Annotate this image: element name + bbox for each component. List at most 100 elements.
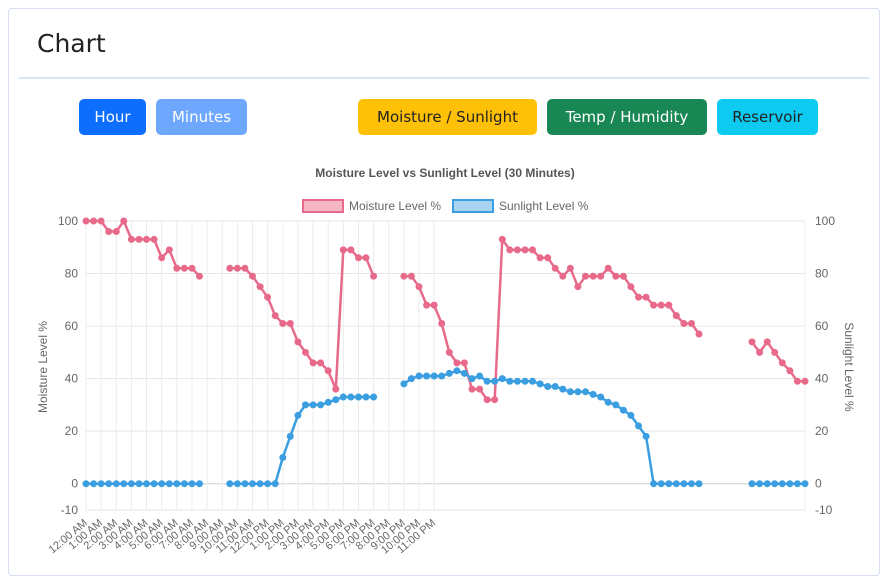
data-point bbox=[180, 264, 188, 272]
data-point bbox=[226, 264, 234, 272]
series-sunlight bbox=[82, 367, 809, 488]
data-point bbox=[120, 480, 128, 488]
data-point bbox=[513, 377, 521, 385]
y-tick-label-right: 40 bbox=[815, 372, 829, 386]
data-point bbox=[680, 320, 688, 327]
series-moisture bbox=[82, 217, 809, 404]
minutes-button[interactable]: Minutes bbox=[156, 99, 247, 135]
data-point bbox=[498, 235, 506, 243]
data-point bbox=[612, 401, 620, 409]
moisture-sunlight-button[interactable]: Moisture / Sunlight bbox=[358, 99, 537, 135]
data-point bbox=[650, 301, 658, 309]
data-point bbox=[468, 375, 476, 383]
data-point bbox=[286, 320, 294, 327]
data-point bbox=[460, 369, 468, 377]
data-point bbox=[453, 359, 461, 367]
data-point bbox=[271, 312, 279, 320]
y-tick-label-right: 60 bbox=[815, 319, 829, 333]
data-point bbox=[536, 254, 544, 262]
data-point bbox=[188, 264, 196, 272]
data-point bbox=[309, 401, 317, 409]
data-point bbox=[438, 372, 446, 380]
data-point bbox=[498, 375, 506, 383]
data-point bbox=[559, 272, 567, 280]
data-point bbox=[551, 264, 559, 272]
y-tick-label-left: 80 bbox=[65, 267, 79, 281]
chart-title: Moisture Level vs Sunlight Level (30 Min… bbox=[315, 166, 574, 180]
grid bbox=[85, 220, 806, 511]
data-point bbox=[491, 377, 499, 385]
data-point bbox=[506, 246, 514, 254]
data-point bbox=[423, 372, 431, 380]
data-point bbox=[453, 367, 461, 375]
data-point bbox=[582, 388, 589, 396]
series-line bbox=[403, 238, 701, 401]
y-tick-label-left: 40 bbox=[65, 372, 79, 386]
data-point bbox=[566, 388, 574, 396]
data-point bbox=[574, 283, 582, 291]
data-point bbox=[400, 380, 408, 388]
data-point bbox=[657, 301, 665, 309]
data-point bbox=[513, 246, 521, 254]
data-point bbox=[355, 393, 362, 401]
data-point bbox=[339, 393, 347, 401]
data-point bbox=[657, 480, 665, 488]
data-point bbox=[158, 254, 166, 262]
data-point bbox=[415, 372, 423, 380]
data-point bbox=[188, 480, 196, 488]
data-point bbox=[279, 454, 287, 461]
data-point bbox=[483, 377, 491, 385]
data-point bbox=[604, 264, 612, 272]
data-point bbox=[370, 272, 378, 280]
data-point bbox=[665, 301, 673, 309]
data-point bbox=[256, 283, 264, 291]
data-point bbox=[619, 406, 627, 414]
data-point bbox=[476, 385, 484, 393]
hour-button[interactable]: Hour bbox=[79, 99, 146, 135]
data-point bbox=[279, 320, 287, 327]
data-point bbox=[90, 217, 98, 225]
data-point bbox=[801, 377, 809, 385]
data-point bbox=[362, 393, 370, 401]
data-point bbox=[302, 401, 309, 409]
series-line bbox=[86, 219, 201, 278]
data-point bbox=[127, 480, 135, 488]
data-point bbox=[143, 235, 150, 243]
data-point bbox=[551, 383, 559, 390]
data-point bbox=[529, 377, 536, 385]
card-header: Chart bbox=[19, 9, 869, 79]
data-point bbox=[438, 320, 446, 327]
data-point bbox=[748, 480, 756, 488]
data-point bbox=[135, 235, 143, 243]
data-point bbox=[695, 480, 703, 488]
series-line bbox=[750, 340, 805, 383]
y-ticks: -10 -10 0 0 20 20 40 40 60 60 80 80 100 100 bbox=[58, 214, 835, 517]
y-tick-label-left: -10 bbox=[61, 503, 79, 517]
series bbox=[82, 217, 809, 488]
y-axis-label-left: Moisture Level % bbox=[36, 321, 50, 413]
series-line bbox=[229, 248, 375, 391]
data-point bbox=[355, 254, 362, 262]
data-point bbox=[150, 235, 158, 243]
temp-humidity-button[interactable]: Temp / Humidity bbox=[547, 99, 707, 135]
data-point bbox=[763, 338, 771, 346]
data-point bbox=[90, 480, 98, 488]
data-point bbox=[233, 264, 241, 272]
data-point bbox=[158, 480, 166, 488]
data-point bbox=[650, 480, 658, 488]
data-point bbox=[778, 359, 786, 367]
data-point bbox=[249, 272, 256, 280]
x-ticks: 12:00 AM1:00 AM2:00 AM3:00 AM4:00 AM5:00… bbox=[47, 517, 438, 556]
data-point bbox=[241, 480, 249, 488]
data-point bbox=[97, 480, 105, 488]
y-tick-label-left: 60 bbox=[65, 319, 79, 333]
data-point bbox=[294, 338, 302, 346]
data-point bbox=[112, 480, 120, 488]
data-point bbox=[529, 246, 536, 254]
data-point bbox=[635, 422, 642, 430]
data-point bbox=[165, 480, 173, 488]
data-point bbox=[165, 246, 173, 254]
data-point bbox=[324, 398, 332, 406]
y-tick-label-right: 0 bbox=[815, 477, 822, 491]
reservoir-button[interactable]: Reservoir bbox=[717, 99, 818, 135]
